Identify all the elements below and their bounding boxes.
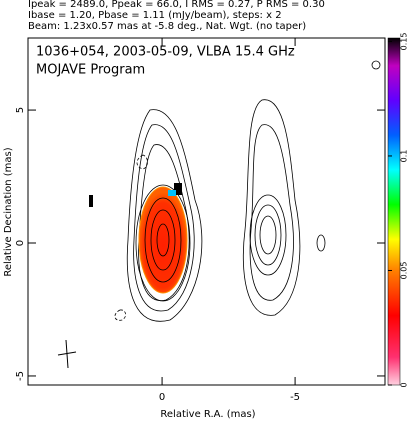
x-axis-label: Relative R.A. (mas)	[160, 409, 255, 420]
header-line: Beam: 1.23x0.57 mas at -5.8 deg., Nat. W…	[28, 21, 306, 32]
contours	[57, 60, 381, 369]
header-line: Ipeak = 2489.0, Ppeak = 66.0, I RMS = 0.…	[28, 0, 325, 10]
x-tick-label: 0	[159, 392, 165, 403]
colorbar-tick-label: 0.05	[400, 262, 409, 280]
y-tick-label: 0	[15, 240, 26, 246]
chart-title: 1036+054, 2003-05-09, VLBA 15.4 GHz	[36, 45, 295, 60]
y-axis-label: Relative Decination (mas)	[3, 147, 14, 276]
colorbar-tick-label: 0.1	[400, 150, 409, 163]
colorbar-tick-label: 0	[400, 382, 409, 387]
plot-frame	[27, 37, 386, 386]
chart-subtitle: MOJAVE Program	[36, 63, 145, 78]
colorbar-tick-label: 0.15	[400, 33, 409, 51]
colorbar	[387, 37, 401, 386]
header-line: Ibase = 1.20, Pbase = 1.11 (mJy/beam), s…	[28, 10, 282, 21]
x-tick-label: -5	[290, 392, 300, 403]
y-tick-label: -5	[15, 371, 26, 381]
y-tick-label: 5	[15, 107, 26, 113]
